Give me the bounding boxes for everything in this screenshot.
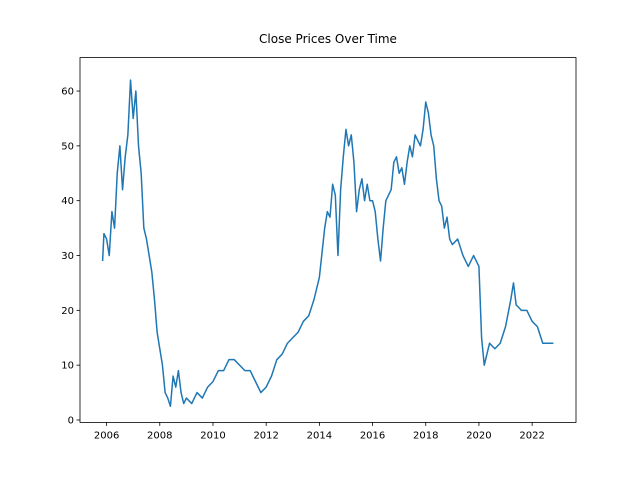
x-tick-label: 2016 (360, 430, 385, 441)
x-tick-label: 2020 (466, 430, 491, 441)
x-tick-label: 2022 (519, 430, 544, 441)
x-tick-label: 2006 (94, 430, 119, 441)
y-tick-label: 40 (61, 196, 74, 207)
chart-title: Close Prices Over Time (259, 32, 397, 46)
price-line (101, 79, 554, 408)
y-tick-label: 20 (61, 306, 74, 317)
x-tick-label: 2008 (147, 430, 172, 441)
x-tick-label: 2014 (307, 430, 332, 441)
y-tick-label: 50 (61, 141, 74, 152)
y-tick-label: 60 (61, 87, 74, 98)
x-tick-label: 2018 (413, 430, 438, 441)
y-tick-label: 30 (61, 251, 74, 262)
x-tick-label: 2010 (200, 430, 225, 441)
y-tick-label: 0 (68, 415, 74, 426)
axes-frame (79, 57, 577, 423)
x-tick-label: 2012 (253, 430, 278, 441)
y-tick-label: 10 (61, 361, 74, 372)
